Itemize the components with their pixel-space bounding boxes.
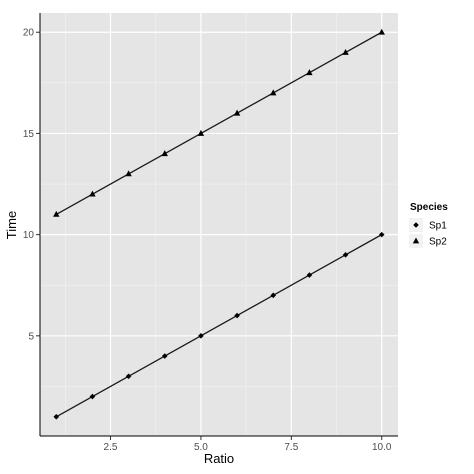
series-lines bbox=[55, 31, 383, 418]
data-point-sp1 bbox=[270, 292, 277, 299]
legend-label-sp2: Sp2 bbox=[429, 237, 447, 248]
data-point-sp2 bbox=[125, 170, 132, 177]
legend: Species Sp1 Sp2 bbox=[409, 202, 448, 248]
y-tick-label: 5 bbox=[28, 331, 34, 342]
data-point-sp2 bbox=[342, 48, 349, 55]
x-tick-label: 5.0 bbox=[194, 442, 208, 453]
legend-label-sp1: Sp1 bbox=[429, 221, 447, 232]
x-tick-label: 7.5 bbox=[284, 442, 298, 453]
data-point-sp1 bbox=[306, 272, 313, 278]
y-tick-label: 15 bbox=[23, 129, 35, 140]
x-tick-label: 10.0 bbox=[372, 442, 392, 453]
x-axis: 2.5 5.0 7.5 10.0 bbox=[40, 435, 398, 453]
data-point-sp1 bbox=[53, 413, 60, 420]
data-point-sp1 bbox=[161, 353, 168, 359]
data-point-sp1 bbox=[234, 312, 240, 319]
plot-panel bbox=[40, 13, 398, 436]
data-point-sp1 bbox=[342, 252, 349, 258]
x-tick-label: 2.5 bbox=[104, 442, 118, 453]
legend-symbol-sp2 bbox=[412, 237, 420, 244]
legend-title: Species bbox=[410, 202, 448, 213]
data-point-sp2 bbox=[270, 89, 277, 96]
data-point-sp2 bbox=[53, 210, 60, 217]
legend-symbol-sp1 bbox=[413, 222, 419, 228]
data-point-sp1 bbox=[125, 373, 132, 380]
data-point-sp1 bbox=[198, 333, 204, 339]
y-tick-label: 20 bbox=[23, 28, 35, 39]
data-point-sp2 bbox=[161, 150, 168, 157]
data-point-sp2 bbox=[233, 109, 241, 116]
data-point-sp1 bbox=[89, 393, 96, 400]
y-axis-title: Time bbox=[4, 211, 19, 239]
y-tick-label: 10 bbox=[23, 230, 35, 241]
series-line-sp1 bbox=[55, 234, 383, 418]
data-point-sp2 bbox=[306, 69, 313, 76]
y-axis: 5 10 15 20 bbox=[23, 13, 41, 436]
data-point-sp2 bbox=[89, 190, 96, 197]
data-point-sp2 bbox=[378, 28, 385, 35]
x-axis-title: Ratio bbox=[204, 451, 234, 466]
data-point-sp1 bbox=[378, 231, 385, 238]
series-points bbox=[53, 28, 385, 420]
minor-gridlines bbox=[40, 13, 398, 436]
series-line-sp2 bbox=[55, 31, 383, 215]
data-point-sp2 bbox=[197, 129, 205, 136]
